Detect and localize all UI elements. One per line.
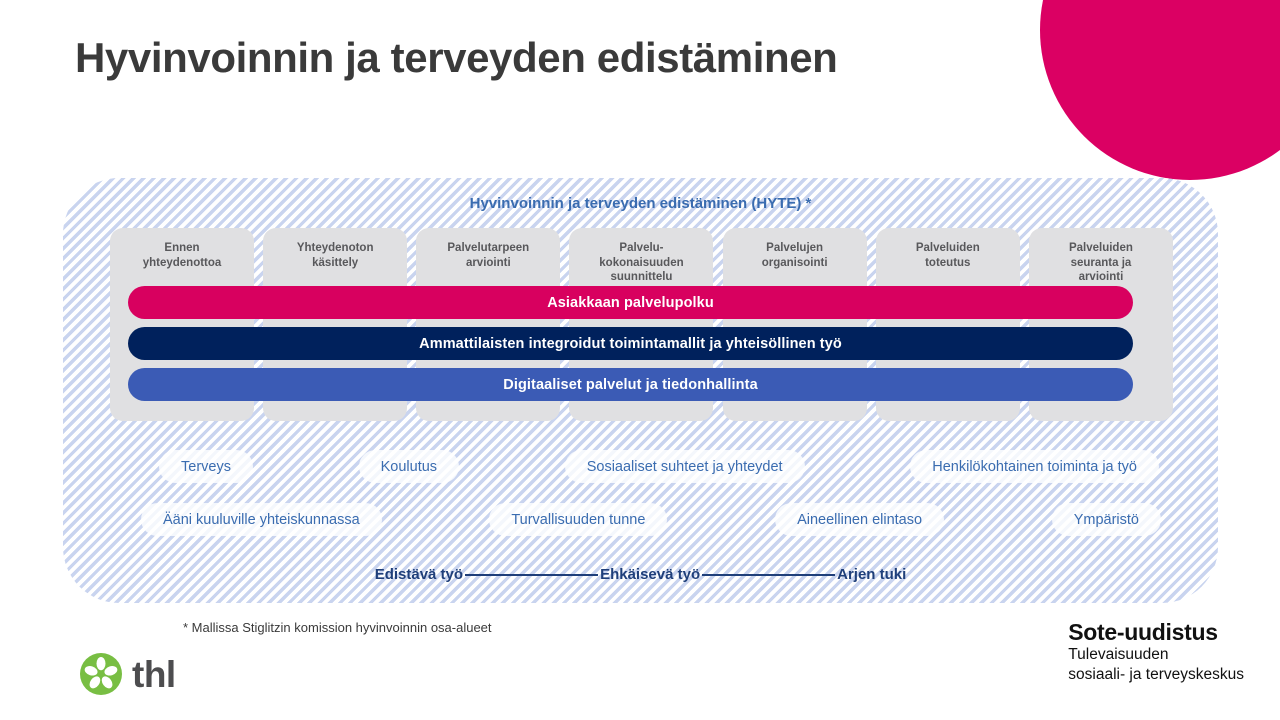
process-step-label: Palvelu- kokonaisuuden suunnittelu bbox=[599, 242, 684, 284]
layer-bars-group: Asiakkaan palvelupolku Ammattilaisten in… bbox=[128, 286, 1133, 401]
continuum-connector-line bbox=[465, 573, 599, 576]
footnote: * Mallissa Stiglitzin komission hyvinvoi… bbox=[183, 620, 492, 635]
continuum-label-promotive: Edistävä työ bbox=[374, 566, 464, 583]
wellbeing-pill: Henkilökohtainen toiminta ja työ bbox=[910, 450, 1159, 483]
thl-flower-icon bbox=[80, 653, 122, 695]
wellbeing-dimensions-row-1: Terveys Koulutus Sosiaaliset suhteet ja … bbox=[159, 450, 1159, 483]
continuum-label-daily-support: Arjen tuki bbox=[837, 566, 907, 583]
continuum-label-preventive: Ehkäisevä työ bbox=[600, 566, 701, 583]
magenta-corner-circle-decoration bbox=[1040, 0, 1280, 180]
process-step-label: Ennen yhteydenottoa bbox=[142, 242, 222, 269]
wellbeing-pill: Sosiaaliset suhteet ja yhteydet bbox=[564, 450, 805, 483]
wellbeing-dimensions-row-2: Ääni kuuluville yhteiskunnassa Turvallis… bbox=[141, 503, 1161, 536]
wellbeing-pill: Terveys bbox=[159, 450, 253, 483]
wellbeing-pill: Turvallisuuden tunne bbox=[489, 503, 668, 536]
sote-brand-subtitle-line1: Tulevaisuuden bbox=[1068, 645, 1169, 663]
process-step-label: Yhteydenoton käsittely bbox=[296, 242, 374, 269]
process-step-label: Palvelujen organisointi bbox=[761, 242, 828, 269]
bar-professional-integrated-models: Ammattilaisten integroidut toimintamalli… bbox=[128, 327, 1133, 360]
bar-customer-service-path: Asiakkaan palvelupolku bbox=[128, 286, 1133, 319]
panel-heading: Hyvinvoinnin ja terveyden edistäminen (H… bbox=[469, 195, 812, 212]
wellbeing-pill: Koulutus bbox=[358, 450, 460, 483]
sote-brand-subtitle-line2: sosiaali- ja terveyskeskus bbox=[1068, 665, 1244, 683]
process-step-label: Palveluiden seuranta ja arviointi bbox=[1068, 242, 1133, 284]
page-title: Hyvinvoinnin ja terveyden edistäminen bbox=[75, 34, 838, 81]
continuum-connector-line bbox=[702, 573, 836, 576]
sote-uudistus-brand: Sote-uudistus Tulevaisuuden sosiaali- ja… bbox=[1068, 620, 1244, 685]
bar-digital-services: Digitaaliset palvelut ja tiedonhallinta bbox=[128, 368, 1133, 401]
process-step-label: Palveluiden toteutus bbox=[915, 242, 980, 269]
hyte-diagram-panel: Hyvinvoinnin ja terveyden edistäminen (H… bbox=[63, 178, 1218, 603]
process-step-label: Palvelutarpeen arviointi bbox=[447, 242, 530, 269]
wellbeing-pill: Aineellinen elintaso bbox=[775, 503, 945, 536]
continuum-axis: Edistävä työ Ehkäisevä työ Arjen tuki bbox=[63, 566, 1218, 583]
thl-logo: thl bbox=[79, 652, 176, 696]
thl-wordmark: thl bbox=[132, 653, 176, 695]
sote-brand-title: Sote-uudistus bbox=[1068, 619, 1218, 645]
wellbeing-pill: Ääni kuuluville yhteiskunnassa bbox=[141, 503, 382, 536]
wellbeing-pill: Ympäristö bbox=[1051, 503, 1161, 536]
